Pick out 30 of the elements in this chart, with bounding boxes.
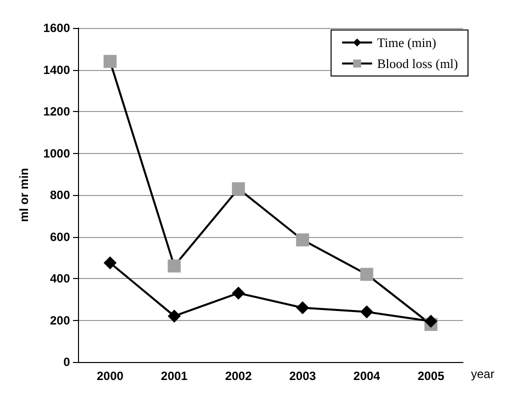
- x-tick-label: 2003: [289, 369, 316, 383]
- point: [104, 54, 117, 68]
- x-tick-label: 2001: [160, 369, 188, 383]
- y-tick-label: 1200: [43, 104, 70, 118]
- point: [168, 259, 181, 272]
- x-tick-label: 2004: [353, 369, 380, 383]
- y-tick-label: 0: [63, 355, 70, 369]
- point: [360, 268, 374, 281]
- point: [296, 301, 310, 314]
- y-axis-title: ml or min: [17, 168, 31, 222]
- y-tick-label: 1000: [43, 146, 70, 160]
- point: [104, 256, 117, 270]
- point: [232, 286, 245, 300]
- x-tick-label: 2005: [418, 369, 445, 383]
- x-axis-title: year: [471, 367, 494, 381]
- point: [232, 182, 245, 196]
- legend-label: Time (min): [377, 35, 436, 50]
- point: [360, 305, 374, 318]
- y-tick-label: 1600: [43, 21, 70, 35]
- x-tick-label: 2002: [225, 369, 252, 383]
- y-tick-label: 800: [50, 188, 70, 202]
- point: [168, 310, 181, 323]
- y-tick-label: 200: [50, 313, 70, 328]
- y-tick-label: 600: [50, 230, 70, 244]
- y-tick-label: 400: [50, 272, 70, 286]
- legend-label: Blood loss (ml): [377, 56, 458, 71]
- x-tick-label: 2000: [96, 369, 124, 383]
- point: [296, 233, 310, 246]
- point: [424, 314, 438, 328]
- y-tick-label: 1400: [43, 62, 70, 77]
